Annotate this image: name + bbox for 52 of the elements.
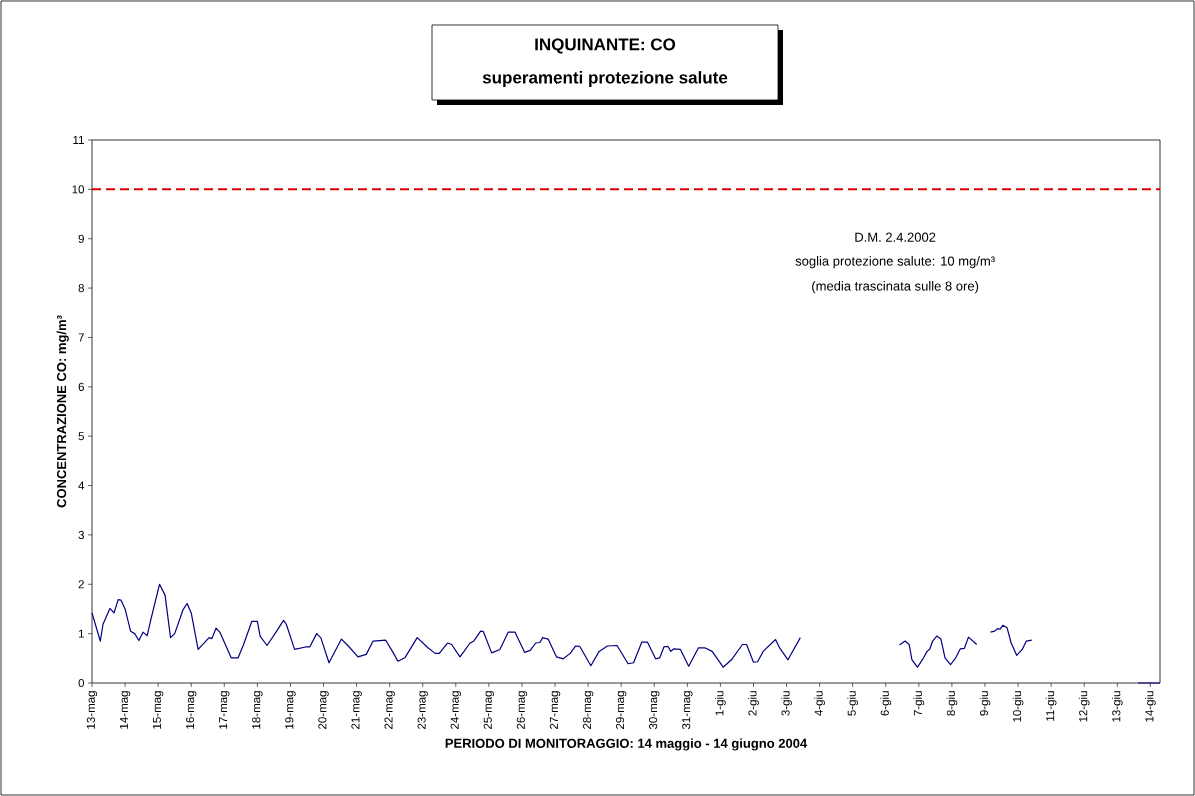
x-tick-label: 15-mag <box>153 691 164 729</box>
x-tick-label: 18-mag <box>252 691 263 729</box>
x-tick-label: 6-giu <box>880 691 892 716</box>
x-tick-label: 25-mag <box>483 691 495 729</box>
y-tick-label: 11 <box>73 136 84 144</box>
x-tick-label: 13-mag <box>86 691 98 729</box>
y-tick-label: 1 <box>78 629 84 638</box>
y-tick-label: 4 <box>78 481 85 490</box>
x-tick-label: 30-mag <box>649 691 660 730</box>
x-tick-label: 29-mag <box>615 691 627 729</box>
x-tick-label: 7-giu <box>913 691 925 716</box>
y-tick-label: 5 <box>78 432 84 441</box>
x-tick-label: 10-giu <box>1012 691 1024 722</box>
x-tick-label: 17-mag <box>219 691 230 729</box>
annotation: soglia protezione salute: 10 mg/m³ <box>795 256 995 269</box>
x-tick-label: 8-giu <box>946 691 958 716</box>
y-tick-label: 8 <box>78 284 84 293</box>
x-tick-label: 2-giu <box>748 691 759 716</box>
x-tick-label: 3-giu <box>781 691 792 716</box>
x-tick-label: 4-giu <box>814 691 825 716</box>
y-tick-label: 0 <box>78 678 85 688</box>
x-axis-title: PERIODO DI MONITORAGGIO: 14 maggio - 14 giugno 2004 <box>445 738 808 751</box>
annotation: (media trascinata sulle 8 ore) <box>812 281 979 294</box>
x-tick-label: 20-mag <box>318 691 329 729</box>
chart-subtitle: superamenti protezione salute <box>482 71 728 87</box>
x-tick-label: 12-giu <box>1078 691 1090 722</box>
x-tick-label: 13-giu <box>1111 691 1123 722</box>
x-tick-label: 14-giu <box>1145 691 1156 722</box>
x-tick-label: 16-mag <box>186 691 197 729</box>
chart-title: INQUINANTE: CO <box>535 38 676 54</box>
x-tick-label: 26-mag <box>516 691 528 729</box>
y-tick-label: 6 <box>78 382 84 391</box>
x-tick-label: 21-mag <box>351 691 362 729</box>
y-tick-label: 10 <box>72 185 85 194</box>
x-tick-label: 9-giu <box>979 691 991 716</box>
x-tick-label: 24-mag <box>450 691 462 729</box>
x-tick-label: 11-giu <box>1045 691 1057 721</box>
y-axis-title: CONCENTRAZIONE CO: mg/m³ <box>56 315 69 508</box>
x-tick-label: 22-mag <box>384 691 395 729</box>
x-tick-label: 23-mag <box>417 691 428 729</box>
annotation: D.M. 2.4.2002 <box>855 232 936 242</box>
x-tick-label: 5-giu <box>847 691 859 716</box>
x-tick-label: 31-mag <box>682 691 693 730</box>
y-tick-label: 9 <box>78 234 84 243</box>
y-tick-label: 7 <box>78 333 84 342</box>
x-tick-label: 28-mag <box>582 691 594 729</box>
x-tick-label: 27-mag <box>549 691 561 729</box>
x-tick-label: 1-giu <box>715 691 726 716</box>
y-tick-label: 3 <box>78 530 84 539</box>
x-tick-label: 19-mag <box>285 691 296 729</box>
y-tick-label: 2 <box>78 580 84 589</box>
x-tick-label: 14-mag <box>119 691 131 729</box>
